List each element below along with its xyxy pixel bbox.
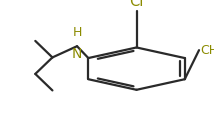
Text: H: H [72,26,82,39]
Text: Cl: Cl [129,0,144,9]
Text: CH₃: CH₃ [200,44,214,57]
Text: N: N [72,47,82,61]
